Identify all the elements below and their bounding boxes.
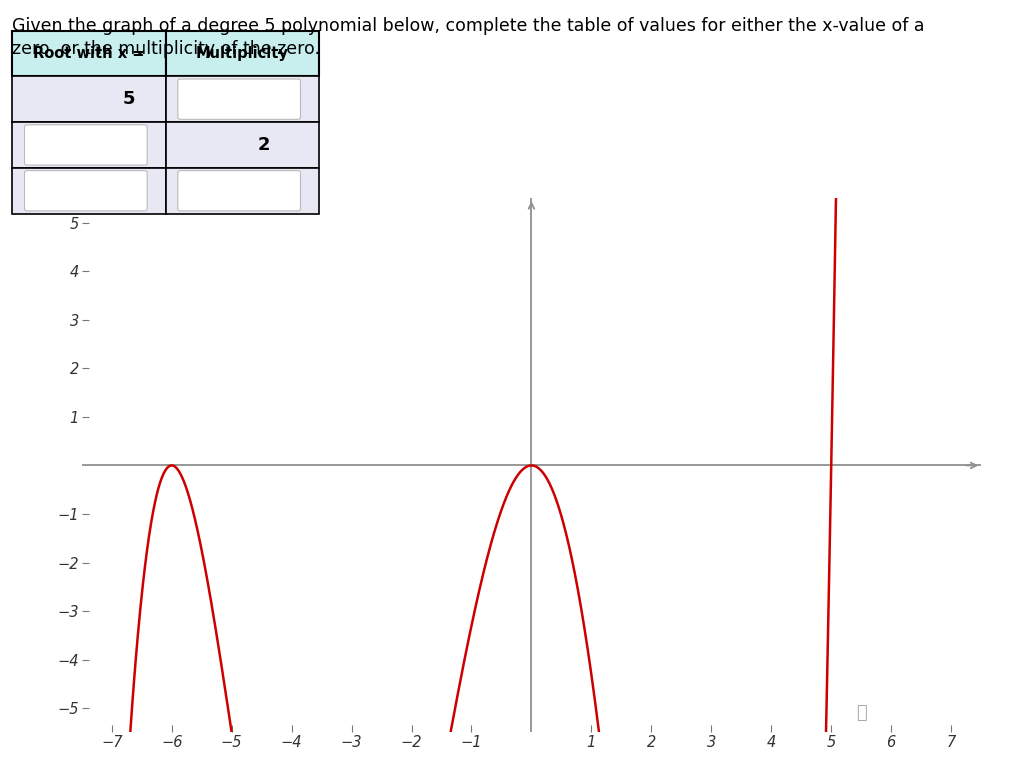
FancyBboxPatch shape bbox=[25, 125, 147, 165]
Bar bbox=[166, 122, 319, 168]
Text: zero, or the multiplicity of the zero.: zero, or the multiplicity of the zero. bbox=[12, 40, 320, 58]
Bar bbox=[12, 168, 166, 214]
Text: 🔍: 🔍 bbox=[855, 704, 867, 722]
FancyBboxPatch shape bbox=[25, 171, 147, 211]
FancyBboxPatch shape bbox=[178, 171, 300, 211]
Bar bbox=[166, 168, 319, 214]
Bar bbox=[166, 76, 319, 122]
Bar bbox=[12, 122, 166, 168]
Bar bbox=[166, 31, 319, 76]
Text: Root with x =: Root with x = bbox=[34, 46, 144, 61]
Text: Given the graph of a degree 5 polynomial below, complete the table of values for: Given the graph of a degree 5 polynomial… bbox=[12, 17, 925, 35]
Text: 5: 5 bbox=[123, 90, 135, 108]
Text: 2: 2 bbox=[258, 136, 270, 154]
Text: Multiplicity: Multiplicity bbox=[196, 46, 288, 61]
Bar bbox=[12, 31, 166, 76]
FancyBboxPatch shape bbox=[178, 79, 300, 119]
Bar bbox=[12, 76, 166, 122]
